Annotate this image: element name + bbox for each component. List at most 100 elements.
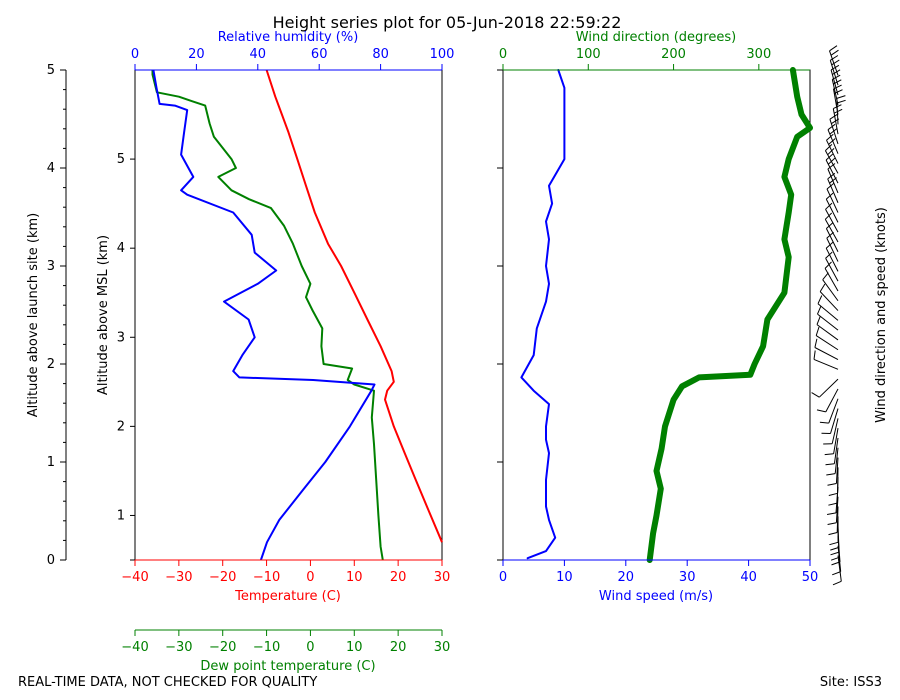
wind-barb-flag [824,212,833,220]
launch-axis-tick-label: 5 [47,63,55,78]
wind-barb-staff [817,303,839,321]
rh-axis-tick-label: 60 [311,47,328,62]
msl-axis-tick-label: 3 [117,330,125,345]
wind-barb-flag [824,261,832,269]
rh-axis: 0 20 40 60 80 100 [131,47,454,71]
launch-axis-tick-label: 3 [47,259,55,274]
wind-barb-staff [833,428,839,454]
wind-barb-flag [830,49,839,56]
wind-barb-staff [831,418,839,444]
wind-barb-staff [815,335,839,351]
launch-axis-tick-label: 0 [47,553,55,568]
temp-axis-tick-label: 10 [346,570,363,585]
wind-barb-staff [817,313,839,331]
wind-direction-line [646,67,813,563]
launch-axis-tick-label: 2 [47,357,55,372]
wind-barbs [811,45,846,586]
wind-speed-tick-label: 10 [556,570,573,585]
wind-barb-staff [824,219,839,243]
wind-barb-staff [818,378,839,398]
wind-plot-area [520,67,813,563]
wind-barb-flag [830,551,840,556]
wind-barb-flag [825,251,833,259]
wind-barb-flag [826,222,834,229]
wind-barb-staff [828,398,839,424]
temperature-axis: −40 −30 −20 −10 0 10 20 30 [121,559,451,585]
wind-barb-flag [817,295,823,304]
wind-barbs-axis-label: Wind direction and speed (knots) [874,207,889,423]
wind-speed-axis-label: Wind speed (m/s) [599,589,713,604]
temp-axis-tick-label: 30 [434,570,451,585]
wind-barb-flag [830,546,840,551]
wind-barb-flag [827,522,837,525]
launch-axis-tick-label: 4 [47,161,55,176]
temp-axis-tick-label: −20 [209,570,236,585]
wind-barb-staff [837,555,842,582]
launch-site-axis-ticks: 0 1 2 3 4 5 [47,63,66,568]
chart-title: Height series plot for 05-Jun-2018 22:59… [273,13,622,32]
wind-barb-flag [814,338,818,348]
wind-barb-staff [833,437,839,464]
wind-speed-tick-label: 0 [499,570,507,585]
wind-barb-flag [830,556,840,561]
wind-barb-flag [825,463,835,466]
msl-axis-tick-label: 2 [117,419,125,434]
thermo-plot-frame [134,69,443,561]
relative-humidity-line [152,69,376,561]
msl-axis-label: Altitude above MSL (km) [96,235,111,395]
footer-quality-note: REAL-TIME DATA, NOT CHECKED FOR QUALITY [18,675,317,690]
wind-barb-flag [816,409,826,413]
temp-axis-tick-label: −10 [253,570,280,585]
dew-axis-tick-label: 30 [434,640,451,655]
wind-left-ticks [497,69,503,561]
dew-point-line [151,70,384,561]
wind-barb-staff [825,247,839,272]
wind-barb-flag [811,392,820,398]
temperature-line [265,69,443,543]
temp-axis-tick-label: −30 [165,570,192,585]
wind-barb-staff [825,228,839,252]
wind-direction-tick-label: 200 [661,47,686,62]
wind-barb-staff [834,447,839,474]
rh-axis-tick-label: 20 [188,47,205,62]
wind-barb-flag [832,571,841,576]
launch-axis-tick-label: 1 [47,455,55,470]
wind-panel: 0 100 200 300 Wind direction (degrees) 0 10 2… [497,30,818,604]
wind-barb-flag [819,421,829,424]
wind-barb-flag [826,133,834,141]
wind-barb-flag [829,541,839,546]
wind-barb-flag [828,138,836,145]
wind-barb-flag [825,144,833,151]
wind-speed-axis: 0 10 20 30 40 50 [499,559,818,585]
wind-barb-staff [819,291,839,311]
wind-barb-flag [826,473,836,476]
wind-barb-flag [833,108,843,114]
wind-barb-flag [817,305,822,315]
wind-barb-staff [825,209,839,233]
msl-axis-tick-label: 1 [117,508,125,523]
wind-barb-staff [822,279,839,302]
wind-barb-flag [813,350,816,360]
rh-axis-label: Relative humidity (%) [218,30,359,45]
temp-axis-tick-label: −40 [121,570,148,585]
wind-barb-staff [830,408,839,434]
msl-axis-tick-label: 4 [117,241,125,256]
wind-barb-flag [831,561,841,566]
rh-axis-tick-label: 0 [131,47,139,62]
wind-barb-staff [824,268,839,292]
dew-axis-tick-label: −20 [209,640,236,655]
wind-barb-staff [826,188,839,213]
wind-barb-staff [836,506,839,533]
wind-barb-flag [827,163,836,170]
wind-barb-flag [829,113,838,120]
wind-barb-flag [827,148,835,156]
dew-axis-tick-label: 20 [390,640,407,655]
wind-speed-tick-label: 20 [618,570,635,585]
dew-axis-tick-label: 0 [306,640,314,655]
wind-direction-axis: 0 100 200 300 [499,47,810,71]
dew-axis-tick-label: 10 [346,640,363,655]
wind-barb-flag [836,95,846,99]
wind-direction-tick-label: 100 [576,47,601,62]
wind-barb-flag [827,123,836,131]
